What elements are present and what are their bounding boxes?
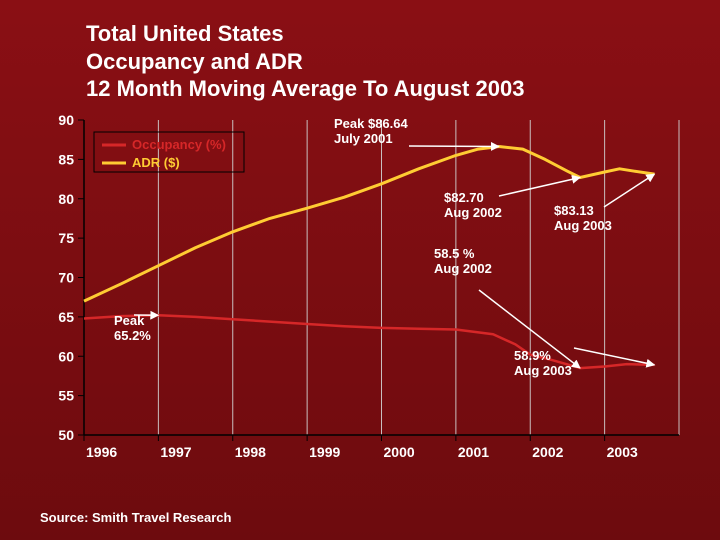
title-line-3: 12 Month Moving Average To August 2003 xyxy=(86,76,524,101)
legend-item-label: Occupancy (%) xyxy=(132,137,226,152)
chart-title: Total United States Occupancy and ADR 12… xyxy=(86,20,524,103)
x-tick-label: 1998 xyxy=(235,444,266,460)
svg-text:July 2001: July 2001 xyxy=(334,131,393,146)
svg-text:58.9%: 58.9% xyxy=(514,348,551,363)
y-tick-label: 60 xyxy=(58,348,74,364)
line-chart: 1996 1997 1998 1999 2000 2001 2002 2003 50 55 60 65… xyxy=(34,110,694,480)
x-tick-label: 2003 xyxy=(607,444,638,460)
legend-item-label: ADR ($) xyxy=(132,155,180,170)
x-tick-label: 1997 xyxy=(160,444,191,460)
annotation: Peak65.2% xyxy=(114,313,158,343)
y-tick-label: 75 xyxy=(58,230,74,246)
y-tick-label: 70 xyxy=(58,270,74,286)
y-tick-label: 65 xyxy=(58,309,74,325)
svg-text:65.2%: 65.2% xyxy=(114,328,151,343)
x-tick-label: 2000 xyxy=(384,444,415,460)
svg-text:Peak $86.64: Peak $86.64 xyxy=(334,116,409,131)
y-tick-label: 90 xyxy=(58,112,74,128)
x-tick-label: 2001 xyxy=(458,444,489,460)
y-tick-label: 80 xyxy=(58,191,74,207)
svg-text:Aug 2003: Aug 2003 xyxy=(514,363,572,378)
x-tick-label: 1999 xyxy=(309,444,340,460)
x-tick-label: 2002 xyxy=(532,444,563,460)
svg-text:58.5 %: 58.5 % xyxy=(434,246,475,261)
annotation: 58.9%Aug 2003 xyxy=(514,348,654,378)
svg-text:$83.13: $83.13 xyxy=(554,203,594,218)
y-tick-label: 85 xyxy=(58,151,74,167)
svg-text:Aug 2002: Aug 2002 xyxy=(444,205,502,220)
legend: Occupancy (%) ADR ($) xyxy=(94,132,244,172)
x-tick-label: 1996 xyxy=(86,444,117,460)
svg-text:Aug 2003: Aug 2003 xyxy=(554,218,612,233)
title-line-2: Occupancy and ADR xyxy=(86,49,303,74)
svg-text:Aug 2002: Aug 2002 xyxy=(434,261,492,276)
source-label: Source: Smith Travel Research xyxy=(40,510,231,525)
svg-text:$82.70: $82.70 xyxy=(444,190,484,205)
y-tick-label: 55 xyxy=(58,388,74,404)
annotation: Peak $86.64July 2001 xyxy=(334,116,499,146)
y-tick-label: 50 xyxy=(58,427,74,443)
title-line-1: Total United States xyxy=(86,21,284,46)
